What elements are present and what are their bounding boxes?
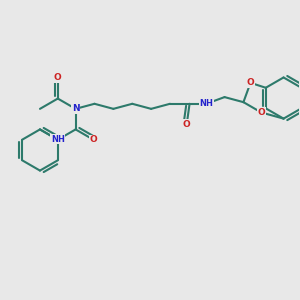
Text: NH: NH bbox=[51, 135, 65, 144]
Text: O: O bbox=[90, 135, 97, 144]
Text: NH: NH bbox=[199, 99, 213, 108]
Text: O: O bbox=[54, 74, 62, 82]
Text: N: N bbox=[72, 104, 80, 113]
Text: O: O bbox=[183, 120, 190, 129]
Text: O: O bbox=[257, 108, 265, 117]
Text: O: O bbox=[247, 78, 254, 87]
